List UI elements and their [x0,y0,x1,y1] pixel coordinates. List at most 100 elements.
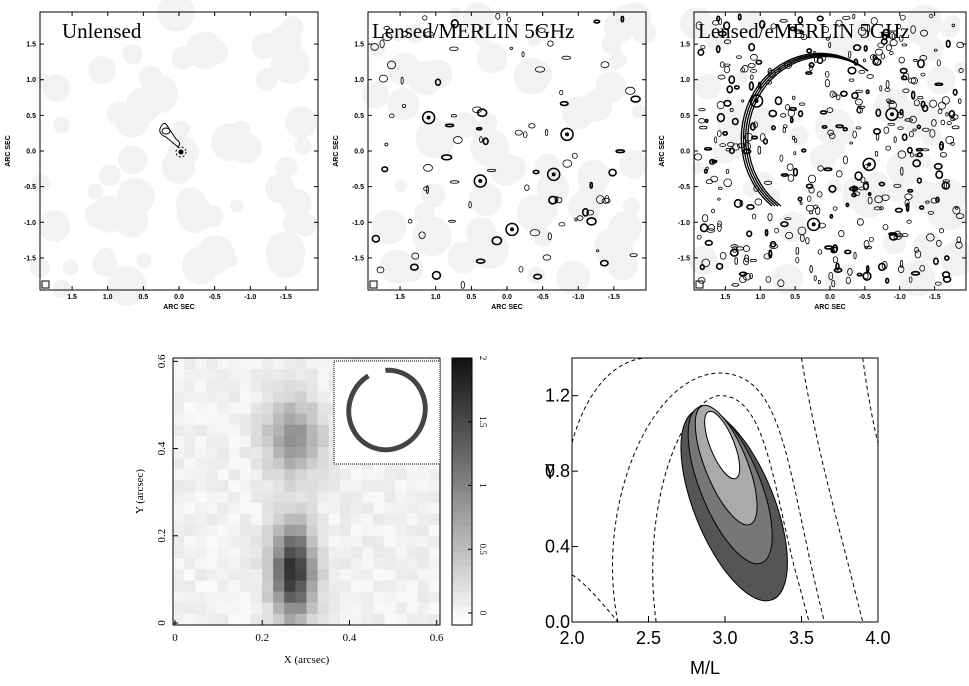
pixel [228,536,241,548]
noise-shade [371,209,407,245]
noise-contour [916,177,923,184]
noise-contour [710,175,719,183]
noise-contour [901,133,908,142]
pixel [384,469,396,481]
noise-contour [908,131,914,138]
y-tick-label: 0.0 [354,149,364,156]
pixel [295,580,307,593]
noise-contour [707,224,715,232]
noise-contour [700,45,706,50]
noise-shade [52,279,71,299]
pixel [373,469,385,481]
noise-contour [852,13,856,20]
noise-shade [157,0,195,32]
pixel [406,558,419,570]
noise-contour [774,96,783,106]
noise-contour [920,72,926,77]
pixel [351,536,363,548]
noise-contour [832,256,839,264]
pixel [173,558,185,570]
colorbar-tick-label: 0.5 [478,544,488,556]
noise-contour [893,183,902,188]
pixel [317,413,330,426]
noise-contour [805,204,815,212]
pixel [273,435,285,448]
noise-contour [918,205,925,210]
pixel [395,569,408,581]
x-tick-label: 0.5 [790,294,800,301]
noise-contour [589,181,594,189]
noise-contour [898,34,904,42]
pixel [328,524,341,537]
pixel [406,502,419,515]
noise-contour [426,185,429,194]
noise-shade [712,139,738,164]
pixel [284,380,296,392]
noise-contour [460,280,465,289]
noise-contour [444,123,455,128]
noise-contour [910,270,921,276]
x-tick-label: 0.5 [466,294,476,301]
pixel [295,424,307,437]
pixel [250,491,263,504]
colorbar-step [452,491,472,499]
noise-contour [854,98,863,106]
x-tick-label: 1.0 [431,294,441,301]
pixel [273,369,285,381]
noise-contour [800,33,808,41]
y-tick-label: 0.8 [545,461,570,481]
pixel [339,613,352,626]
noise-contour [872,128,882,135]
pixel [395,469,408,481]
noise-contour [794,138,798,143]
noise-shade [412,216,452,257]
pixel [295,458,307,470]
pixel [284,591,296,604]
pixel [206,391,218,403]
pixel [273,391,285,403]
pixel [351,580,363,593]
noise-contour [827,129,834,136]
noise-shade [524,60,553,89]
pixel [428,513,441,526]
noise-contour [910,25,916,34]
noise-contour [779,154,784,162]
noise-contour [849,141,854,145]
pixel [262,380,274,392]
pixel [239,602,252,615]
noise-contour [856,218,864,226]
colorbar-step [452,504,472,513]
pixel [306,569,319,581]
pixel [384,591,396,604]
noise-contour [862,58,866,63]
pixel [317,469,330,481]
pixel [250,447,263,459]
pixel [239,402,252,415]
noise-contour [880,53,885,60]
pixel [273,547,285,559]
pixel [206,569,218,581]
pixel [284,536,296,548]
pixel [173,458,185,470]
noise-contour [524,184,530,191]
noise-contour [717,220,722,228]
pixel [317,402,330,415]
noise-shade [361,81,389,109]
noise-contour [848,186,859,192]
noise-shade [766,188,781,204]
pixel [428,491,441,504]
pixel [384,491,396,504]
pixel [262,424,274,437]
noise-contour [706,228,715,233]
lensed-image [505,222,519,237]
x-tick-label: 1.5 [721,294,731,301]
pixel [317,613,330,626]
pixel [273,402,285,415]
pixel [317,524,330,537]
noise-contour [449,180,460,184]
noise-contour [945,112,949,117]
noise-contour [593,19,601,24]
lensed-image [560,127,574,142]
pixel [184,380,196,392]
pixel [250,480,263,492]
